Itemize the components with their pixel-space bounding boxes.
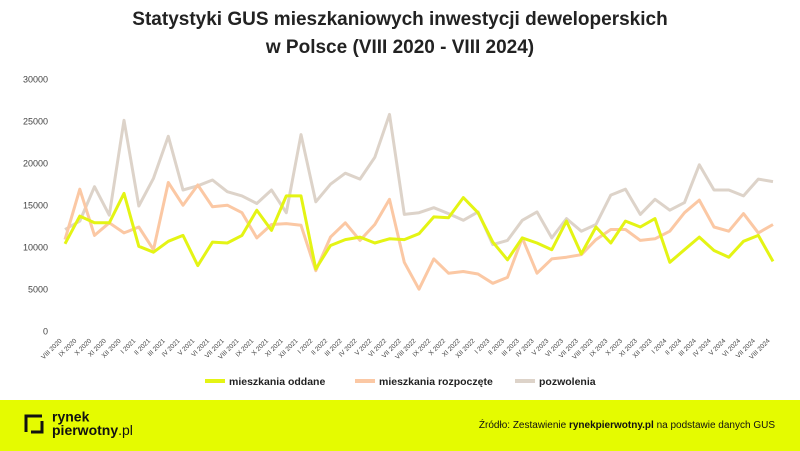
logo-text: .pl xyxy=(118,422,133,438)
logo-text: rynek xyxy=(52,409,90,425)
line-series xyxy=(63,181,774,291)
source-text: rynekpierwotny.pl xyxy=(569,420,654,431)
legend-label: pozwolenia xyxy=(539,376,596,388)
source: Źródło: Zestawienie rynekpierwotny.pl na… xyxy=(479,418,775,431)
line-series xyxy=(63,191,775,271)
y-tick-label: 20000 xyxy=(23,158,48,168)
footer-band xyxy=(0,400,800,451)
logo-text: pierwotny xyxy=(52,422,118,438)
y-tick-label: 5000 xyxy=(28,284,48,294)
line-series xyxy=(64,112,774,247)
legend-label: mieszkania oddane xyxy=(229,376,325,388)
y-tick-label: 0 xyxy=(43,326,48,336)
logo-icon xyxy=(24,414,44,434)
legend-label: mieszkania rozpoczęte xyxy=(379,376,493,388)
logo-text: pierwotny.pl xyxy=(52,422,133,438)
source-text: na podstawie danych GUS xyxy=(654,420,776,431)
source-text: Źródło: Zestawienie xyxy=(479,418,569,431)
y-tick-label: 25000 xyxy=(23,116,48,126)
chart-title: Statystyki GUS mieszkaniowych inwestycji… xyxy=(132,9,667,30)
y-tick-label: 15000 xyxy=(23,200,48,210)
y-tick-label: 10000 xyxy=(23,242,48,252)
chart-title: w Polsce (VIII 2020 - VIII 2024) xyxy=(265,37,534,58)
y-tick-label: 30000 xyxy=(23,74,48,84)
